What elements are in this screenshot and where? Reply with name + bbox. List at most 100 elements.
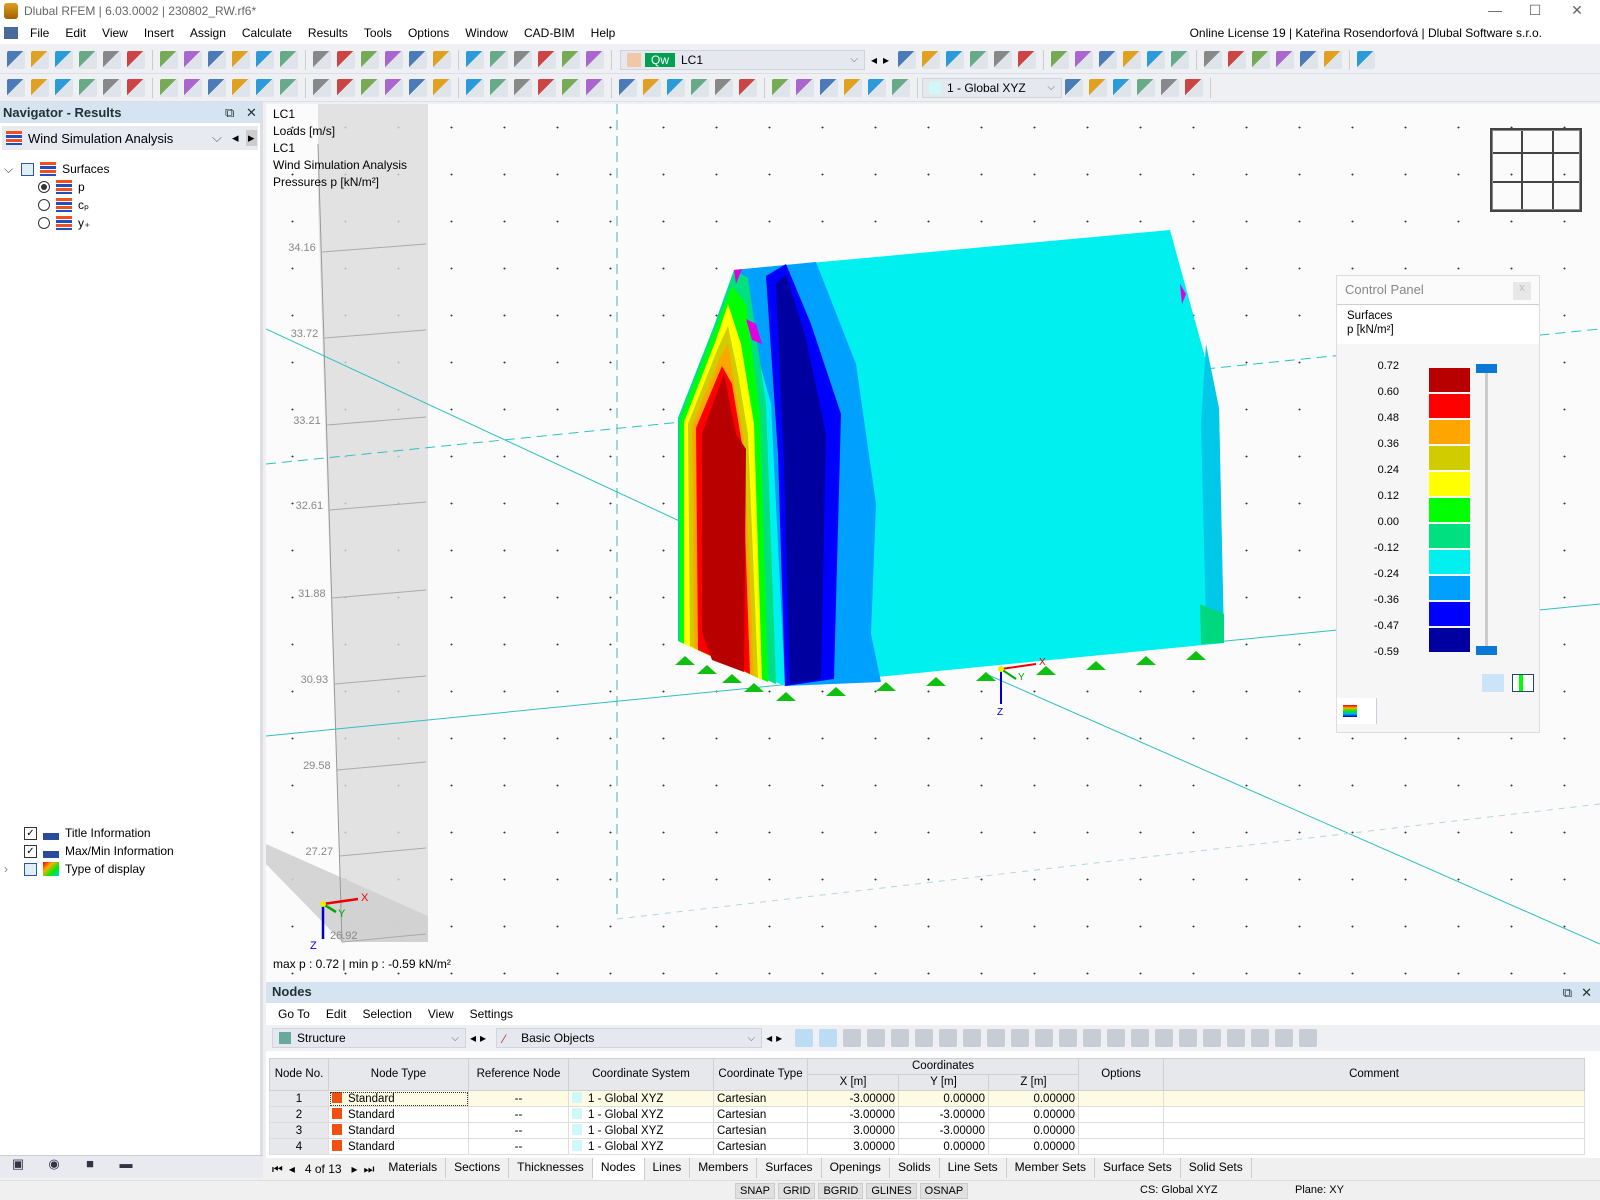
line-xxx-icon[interactable]: [1099, 50, 1118, 69]
load-free-icon[interactable]: [514, 78, 532, 97]
member-icon[interactable]: [55, 78, 73, 97]
table-cell[interactable]: [1163, 1122, 1585, 1139]
tree-item-2[interactable]: y₊: [38, 214, 90, 232]
redo-icon[interactable]: [256, 50, 274, 69]
prev-arrow-icon[interactable]: ◂: [766, 1031, 773, 1045]
move-left-icon[interactable]: [1035, 1029, 1054, 1047]
new-model-icon[interactable]: [7, 50, 25, 69]
tab-solids[interactable]: Solids: [890, 1158, 940, 1178]
support-icon[interactable]: [103, 78, 121, 97]
table-cell[interactable]: [1163, 1138, 1585, 1155]
option-checkbox[interactable]: ✓: [24, 826, 37, 840]
color-panel-tab[interactable]: [1337, 698, 1377, 724]
tab-member-sets[interactable]: Member Sets: [1007, 1158, 1096, 1178]
help-icon[interactable]: [1299, 1029, 1318, 1047]
load-solid-icon[interactable]: [490, 78, 508, 97]
chevron-down-icon[interactable]: ⌵: [4, 161, 14, 176]
column-icon[interactable]: [1083, 1029, 1102, 1047]
print-icon[interactable]: [160, 50, 178, 69]
table-cell[interactable]: -3.00000: [898, 1106, 989, 1123]
table-cell[interactable]: --: [468, 1090, 569, 1107]
table-cell[interactable]: 1: [269, 1090, 329, 1107]
structure-select[interactable]: Structure ⌵: [272, 1028, 466, 1048]
arrow-icon[interactable]: [691, 78, 709, 97]
surface-icon[interactable]: [256, 78, 274, 97]
table-icon[interactable]: [843, 1029, 862, 1047]
close-icon[interactable]: ✕: [246, 105, 257, 120]
prev-arrow-icon[interactable]: ◂: [470, 1031, 477, 1045]
zoom-target-icon[interactable]: [490, 50, 508, 69]
next-page-icon[interactable]: ▸: [351, 1162, 358, 1176]
table-cell[interactable]: 3: [269, 1122, 329, 1139]
next-arrow-icon[interactable]: ▸: [480, 1031, 487, 1045]
menu-options[interactable]: Options: [407, 26, 450, 40]
open-icon[interactable]: [31, 50, 49, 69]
color-scale-icon[interactable]: [892, 78, 910, 97]
menu-results[interactable]: Results: [307, 26, 348, 40]
menu-calculate[interactable]: Calculate: [241, 26, 292, 40]
axis-z-icon[interactable]: [1324, 50, 1343, 69]
table-cell[interactable]: Standard: [328, 1122, 469, 1139]
axis-y-icon[interactable]: [1300, 50, 1319, 69]
xxx-values-icon[interactable]: [946, 50, 965, 69]
load-surface-icon[interactable]: [466, 78, 484, 97]
axis-minus-x-icon[interactable]: [1357, 50, 1376, 69]
opening-icon[interactable]: [313, 78, 331, 97]
dlubal-center-icon[interactable]: [55, 50, 73, 69]
line-load-3-icon[interactable]: [796, 78, 814, 97]
panel-settings-icon[interactable]: [1482, 674, 1504, 692]
cube-icon[interactable]: [361, 78, 379, 97]
table-cell[interactable]: --: [468, 1122, 569, 1139]
result-xxx-icon[interactable]: [994, 50, 1013, 69]
target-icon[interactable]: [466, 50, 484, 69]
table-cell[interactable]: --: [468, 1106, 569, 1123]
knife-icon[interactable]: [715, 78, 733, 97]
table-cell[interactable]: [1078, 1090, 1165, 1107]
next-arrow-icon[interactable]: ▸: [776, 1031, 783, 1045]
color-surface-icon[interactable]: [643, 78, 661, 97]
table-icon[interactable]: [280, 50, 298, 69]
prev-arrow-icon[interactable]: ◂: [232, 130, 239, 145]
node-icon[interactable]: [7, 78, 25, 97]
view-icon[interactable]: [562, 78, 580, 97]
tab-thicknesses[interactable]: Thicknesses: [509, 1158, 593, 1178]
last-page-icon[interactable]: ⏭: [363, 1161, 375, 1176]
app-menu-icon[interactable]: [4, 27, 18, 39]
solid-icon[interactable]: [280, 78, 298, 97]
add-row-icon[interactable]: [891, 1029, 910, 1047]
tab-line-sets[interactable]: Line Sets: [940, 1158, 1007, 1178]
tab-surfaces[interactable]: Surfaces: [757, 1158, 822, 1178]
delete-icon[interactable]: [963, 1029, 982, 1047]
delete-view-icon[interactable]: [1171, 50, 1190, 69]
table-cell[interactable]: -3.00000: [807, 1090, 899, 1107]
table-cell[interactable]: 3.00000: [807, 1138, 899, 1155]
film-icon[interactable]: [586, 78, 604, 97]
solid-icon[interactable]: [1018, 50, 1037, 69]
load-icon[interactable]: [409, 78, 427, 97]
load-wizard-icon[interactable]: [562, 50, 580, 69]
table-cell[interactable]: Standard: [328, 1138, 469, 1155]
legend-max-handle[interactable]: [1476, 364, 1497, 373]
bar-icon[interactable]: [385, 78, 403, 97]
menu-file[interactable]: File: [30, 26, 50, 40]
tab-openings[interactable]: Openings: [822, 1158, 890, 1178]
polygon-select-icon[interactable]: [433, 50, 451, 69]
display-option[interactable]: › Type of display: [4, 860, 145, 878]
table-cell[interactable]: 1 - Global XYZ: [568, 1138, 714, 1155]
column-header[interactable]: Comment: [1163, 1058, 1585, 1091]
column-header[interactable]: X [m]: [807, 1074, 899, 1091]
table-cell[interactable]: 0.00000: [987, 1138, 1080, 1155]
select-icon[interactable]: [795, 1029, 814, 1047]
document-icon[interactable]: [208, 50, 226, 69]
menu-help[interactable]: Help: [590, 26, 616, 40]
table-cell[interactable]: 2: [269, 1106, 329, 1123]
close-button[interactable]: x: [1513, 282, 1531, 300]
table-cell[interactable]: 3.00000: [807, 1122, 899, 1139]
plane-icon[interactable]: [844, 78, 862, 97]
menu-edit[interactable]: Edit: [65, 26, 87, 40]
legend-min-handle[interactable]: [1476, 646, 1497, 655]
table-row[interactable]: 4 Standard -- 1 - Global XYZ Cartesian 3.0000…: [269, 1138, 1585, 1155]
menu-tools[interactable]: Tools: [363, 26, 392, 40]
object-type-select[interactable]: ⁄ Basic Objects ⌵: [496, 1028, 763, 1048]
table-row[interactable]: 3 Standard -- 1 - Global XYZ Cartesian 3.0000…: [269, 1122, 1585, 1139]
